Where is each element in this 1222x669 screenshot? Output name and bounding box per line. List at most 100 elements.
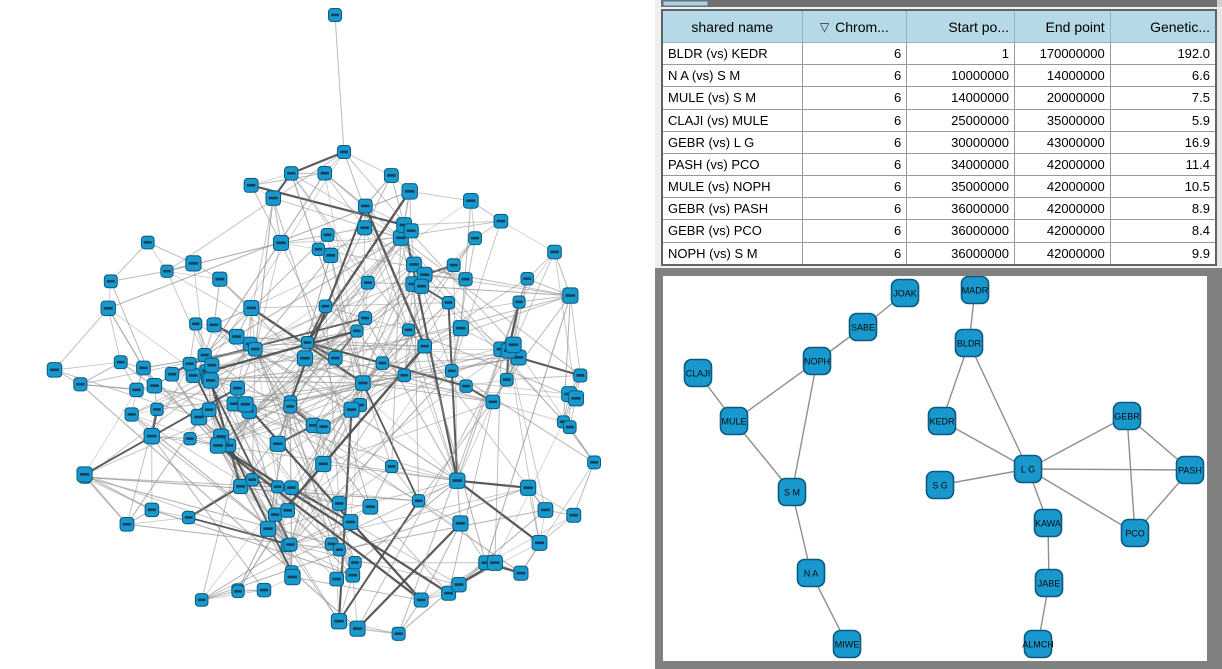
table-cell[interactable]: 16.9 <box>1109 130 1217 154</box>
network-edge[interactable] <box>290 506 371 546</box>
network-node-madr[interactable]: MADR <box>960 275 990 305</box>
network-edge[interactable] <box>456 301 520 481</box>
network-node-bldr[interactable]: BLDR <box>954 328 984 358</box>
node-shape[interactable] <box>927 406 957 436</box>
network-edge[interactable] <box>403 224 514 346</box>
network-edge[interactable] <box>154 385 458 482</box>
table-cell[interactable]: 8.9 <box>1109 197 1217 221</box>
network-edge[interactable] <box>791 360 818 493</box>
network-edge[interactable] <box>290 544 460 586</box>
table-cell[interactable]: 6 <box>801 86 908 110</box>
table-cell[interactable]: 42000000 <box>1014 152 1111 177</box>
network-edge[interactable] <box>217 401 291 446</box>
network-edge[interactable] <box>290 487 529 545</box>
network-edge[interactable] <box>254 349 278 487</box>
network-edge[interactable] <box>289 406 333 545</box>
table-cell[interactable]: 14000000 <box>906 86 1016 110</box>
column-header-genetic[interactable]: Genetic... <box>1109 9 1217 43</box>
table-cell[interactable]: BLDR (vs) KEDR <box>661 41 803 66</box>
table-row[interactable]: NOPH (vs) S M 6 36000000 42000000 9.9 <box>661 241 1217 266</box>
node-shape[interactable] <box>1033 508 1063 538</box>
network-node-noph[interactable]: NOPH <box>802 346 832 376</box>
network-edge[interactable] <box>126 523 340 551</box>
network-edge[interactable] <box>1126 415 1136 534</box>
network-edge[interactable] <box>289 230 412 407</box>
network-node-miwe[interactable]: MIWE <box>832 629 862 659</box>
table-cell[interactable]: 10.5 <box>1109 175 1217 199</box>
node-shape[interactable] <box>777 477 807 507</box>
node-shape[interactable] <box>1120 518 1150 548</box>
network-edge[interactable] <box>327 234 405 376</box>
network-edge[interactable] <box>420 523 462 601</box>
network-edge[interactable] <box>362 382 420 502</box>
network-edge[interactable] <box>213 279 221 325</box>
network-edge[interactable] <box>424 346 487 563</box>
network-edge[interactable] <box>494 349 502 563</box>
table-cell[interactable]: N A (vs) S M <box>661 64 803 88</box>
node-shape[interactable] <box>848 312 878 342</box>
table-cell[interactable]: 6 <box>801 219 908 243</box>
network-edge[interactable] <box>338 466 392 504</box>
network-node-pash[interactable]: PASH <box>1175 455 1205 485</box>
network-edge[interactable] <box>573 462 595 516</box>
network-edge[interactable] <box>391 237 402 467</box>
network-edge[interactable] <box>485 295 571 563</box>
network-edge[interactable] <box>398 278 528 634</box>
table-cell[interactable]: 43000000 <box>1014 130 1111 154</box>
horizontal-scrollbar[interactable] <box>661 0 1217 7</box>
node-shape[interactable] <box>954 328 984 358</box>
table-cell[interactable]: 11.4 <box>1109 152 1217 177</box>
network-edge[interactable] <box>192 329 358 377</box>
network-edge[interactable] <box>84 389 137 475</box>
network-edge[interactable] <box>518 356 581 377</box>
table-cell[interactable]: 6 <box>801 41 908 66</box>
network-edge[interactable] <box>941 420 1029 470</box>
network-edge[interactable] <box>404 374 570 395</box>
overview-network-panel[interactable] <box>0 0 655 669</box>
network-node-s-g[interactable]: S G <box>925 470 955 500</box>
table-row[interactable]: PASH (vs) PCO 6 34000000 42000000 11.4 <box>661 152 1217 177</box>
horizontal-scrollbar-thumb[interactable] <box>663 1 708 6</box>
node-shape[interactable] <box>1013 454 1043 484</box>
network-edge[interactable] <box>217 404 360 446</box>
network-edge[interactable] <box>460 200 472 329</box>
network-edge[interactable] <box>233 237 402 405</box>
network-edge[interactable] <box>362 278 528 384</box>
table-cell[interactable]: MULE (vs) NOPH <box>661 175 803 199</box>
network-edge[interactable] <box>201 544 291 601</box>
vertical-scrollbar-track[interactable] <box>1217 9 1222 266</box>
network-edge[interactable] <box>519 295 571 303</box>
network-edge[interactable] <box>236 336 519 358</box>
table-cell[interactable]: 42000000 <box>1014 197 1111 221</box>
network-edge[interactable] <box>1027 415 1128 470</box>
network-edge[interactable] <box>188 516 291 546</box>
table-cell[interactable]: 36000000 <box>906 241 1016 266</box>
network-edge[interactable] <box>457 479 529 489</box>
table-cell[interactable]: 6 <box>801 108 908 132</box>
table-cell[interactable]: 6 <box>801 64 908 88</box>
column-header-chromosome[interactable]: ▽ Chrom... <box>801 9 908 43</box>
network-edge[interactable] <box>412 283 509 352</box>
table-row[interactable]: GEBR (vs) L G 6 30000000 43000000 16.9 <box>661 130 1217 154</box>
network-edge[interactable] <box>254 348 354 576</box>
table-cell[interactable]: 42000000 <box>1014 175 1111 199</box>
network-edge[interactable] <box>409 190 471 202</box>
network-edge[interactable] <box>54 361 121 371</box>
network-edge[interactable] <box>404 220 501 226</box>
table-cell[interactable]: 30000000 <box>906 130 1016 154</box>
network-node-jabe[interactable]: JABE <box>1034 568 1064 598</box>
network-edge[interactable] <box>277 237 476 445</box>
network-edge[interactable] <box>290 172 402 239</box>
network-edge[interactable] <box>1027 468 1191 471</box>
network-edge[interactable] <box>204 354 522 574</box>
column-header-end-point[interactable]: End point <box>1014 9 1111 43</box>
network-edge[interactable] <box>352 575 359 629</box>
network-edge[interactable] <box>245 382 364 405</box>
network-edge[interactable] <box>324 173 364 384</box>
network-edge[interactable] <box>255 348 493 403</box>
network-edge[interactable] <box>338 327 462 504</box>
network-edge[interactable] <box>424 274 571 297</box>
network-edge[interactable] <box>527 487 540 544</box>
network-edge[interactable] <box>80 348 256 385</box>
network-edge[interactable] <box>448 401 494 594</box>
